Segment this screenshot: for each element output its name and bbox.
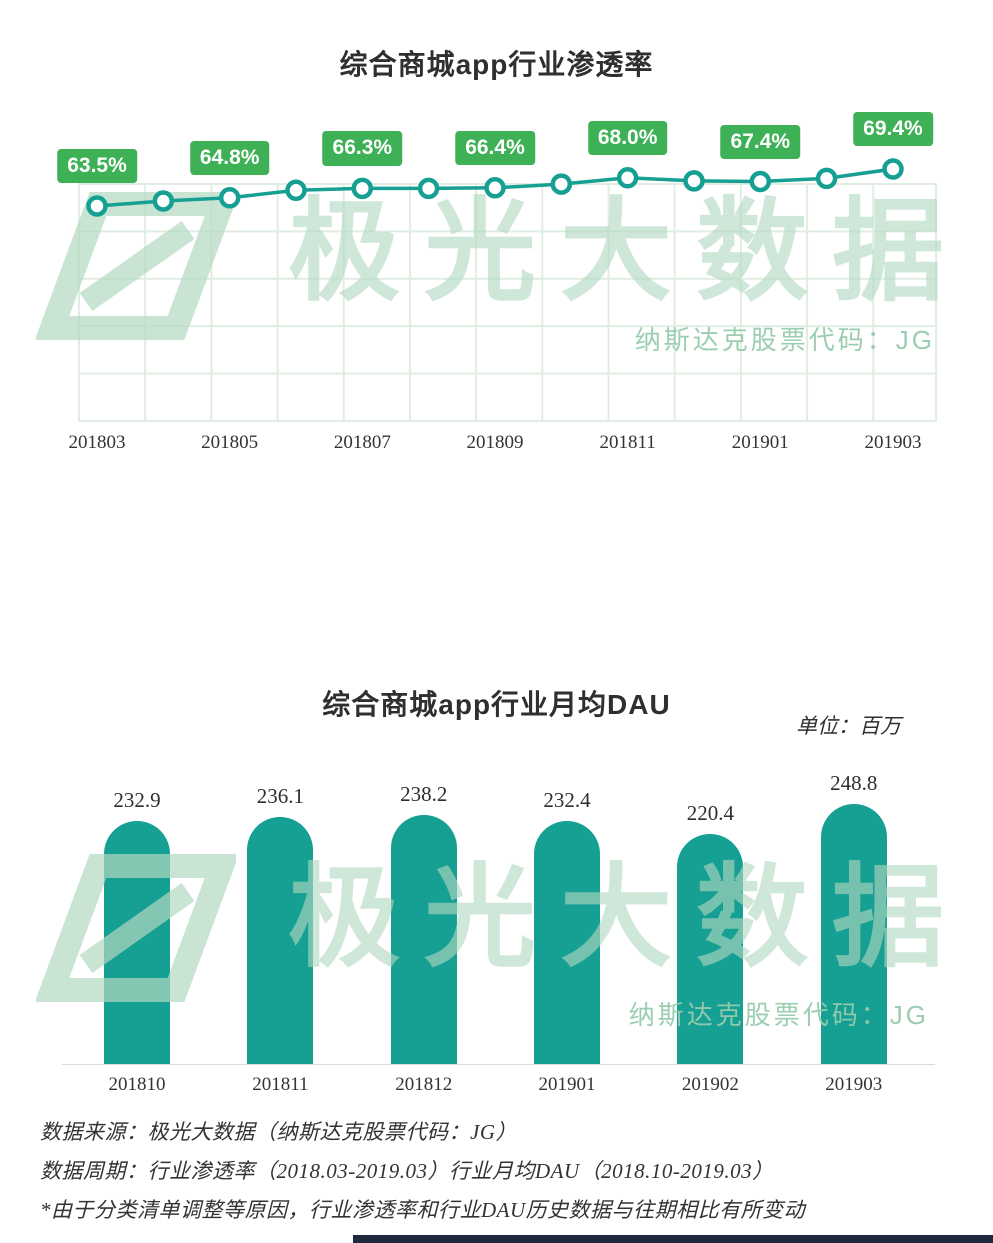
line-point-marker xyxy=(749,170,772,193)
bar-value-label: 248.8 xyxy=(830,771,878,795)
line-point-marker xyxy=(616,167,639,189)
bar-value-label: 232.4 xyxy=(543,788,591,813)
data-period-note: 数据周期：行业渗透率（2018.03-2019.03）行业月均DAU（2018.… xyxy=(40,1159,774,1183)
line-point-marker xyxy=(484,177,506,199)
jiguang-logo-watermark xyxy=(36,854,236,1002)
line-point-marker xyxy=(815,167,838,190)
line-point-marker xyxy=(550,173,573,195)
x-axis-tick: 201902 xyxy=(681,1074,739,1095)
bottom-divider-bar xyxy=(353,1235,993,1243)
watermark-brand-text: 极光大数据 xyxy=(288,189,968,314)
data-change-note: *由于分类清单调整等原因，行业渗透率和行业DAU历史数据与往期相比有所变动 xyxy=(40,1198,806,1222)
bar-value-label: 232.9 xyxy=(113,787,161,812)
dau-chart-title: 综合商城app行业月均DAU xyxy=(322,689,671,721)
penetration-chart-title: 综合商城app行业渗透率 xyxy=(339,48,654,80)
watermark-brand-text: 极光大数据 xyxy=(288,855,968,980)
bar-value-label: 220.4 xyxy=(686,800,735,825)
line-point-marker xyxy=(417,177,440,200)
line-point-marker xyxy=(218,187,241,209)
jiguang-logo-watermark xyxy=(36,192,236,340)
line-point-marker xyxy=(882,158,904,180)
line-point-marker xyxy=(152,190,175,212)
unit-label: 单位：百万 xyxy=(796,714,901,738)
x-axis-tick: 201811 xyxy=(252,1074,309,1095)
bar-value-label: 238.2 xyxy=(400,782,448,807)
x-axis-tick: 201810 xyxy=(108,1074,166,1095)
data-source-note: 数据来源：极光大数据（纳斯达克股票代码：JG） xyxy=(40,1120,517,1144)
bar-value-label: 236.1 xyxy=(256,784,304,809)
watermark-subtext: 纳斯达克股票代码：JG xyxy=(634,325,935,355)
line-point-marker xyxy=(86,195,108,217)
penetration-line-chart xyxy=(86,158,904,217)
x-axis-tick: 201903 xyxy=(825,1074,883,1095)
line-point-marker xyxy=(683,170,705,192)
line-point-marker xyxy=(351,177,374,200)
x-axis-tick: 201901 xyxy=(538,1074,596,1095)
line-point-marker xyxy=(285,179,307,202)
watermark-subtext: 纳斯达克股票代码：JG xyxy=(628,1000,929,1030)
x-axis-tick: 201812 xyxy=(395,1074,453,1095)
bar-chart-baseline xyxy=(62,1064,935,1065)
